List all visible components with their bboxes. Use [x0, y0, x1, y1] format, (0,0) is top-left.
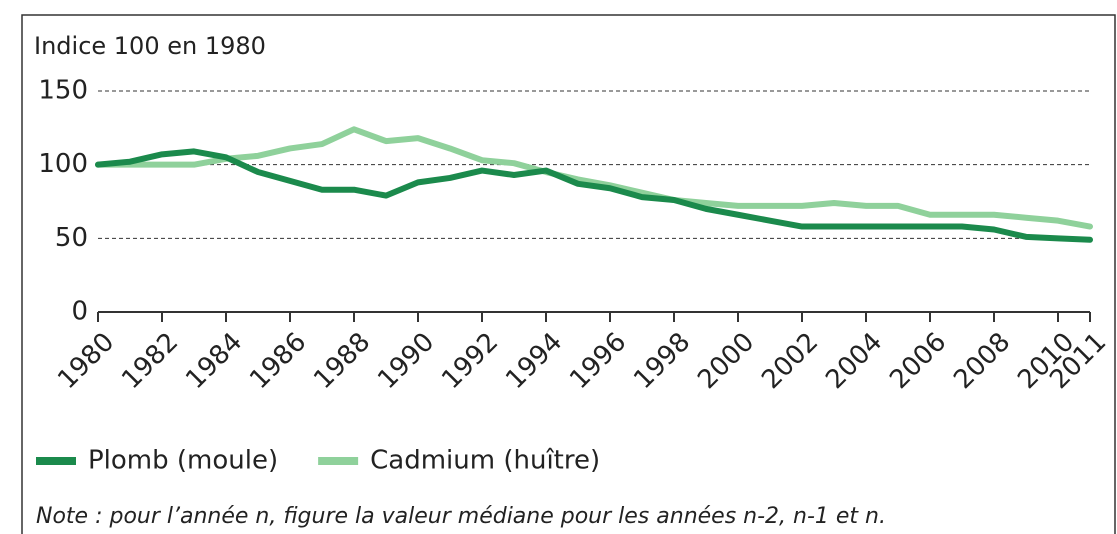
x-tick-label: 2006 [884, 327, 952, 395]
note: Note : pour l’année n, figure la valeur … [36, 504, 886, 529]
series-line [95, 148, 1093, 243]
x-tick-label: 1990 [372, 327, 440, 395]
x-tick-label: 1984 [180, 327, 248, 395]
x-tick-label: 1992 [436, 327, 504, 395]
legend-label: Plomb (moule) [88, 446, 278, 476]
x-tick-label: 1994 [500, 327, 568, 395]
x-tick-label: 2000 [692, 327, 760, 395]
x-tick-label: 1998 [628, 327, 696, 395]
y-axis-label: Indice 100 en 1980 [34, 32, 266, 60]
x-tick-label: 1980 [52, 327, 120, 395]
y-tick-label: 0 [71, 297, 88, 327]
x-tick-label: 2008 [948, 327, 1016, 395]
x-tick-label: 2002 [756, 327, 824, 395]
x-tick-label: 1982 [116, 327, 184, 395]
x-tick-label: 1986 [244, 327, 312, 395]
legend-label: Cadmium (huître) [370, 446, 600, 476]
series-line [95, 126, 1093, 230]
frame [21, 14, 1116, 534]
x-tick-label: 2004 [820, 327, 888, 395]
y-tick-label: 50 [55, 223, 88, 253]
y-tick-label: 150 [38, 76, 88, 106]
y-tick-label: 100 [38, 149, 88, 179]
x-tick-label: 1996 [564, 327, 632, 395]
x-tick-label: 1988 [308, 327, 376, 395]
